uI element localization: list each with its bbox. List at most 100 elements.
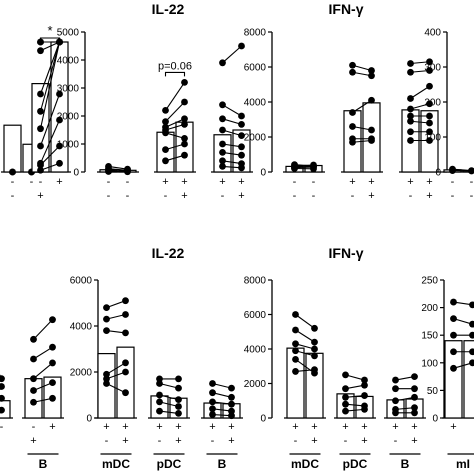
- data-point: [292, 347, 299, 355]
- data-point: [209, 380, 216, 387]
- sign-label: +: [342, 421, 348, 433]
- data-point: [105, 168, 112, 175]
- y-tick-label: 8000: [244, 28, 267, 39]
- data-point: [368, 67, 375, 74]
- sign-label: +: [311, 421, 317, 433]
- y-tick-label: 1000: [57, 140, 80, 151]
- y-tick-label: 150: [421, 331, 438, 342]
- y-tick-label: 5000: [57, 28, 80, 39]
- data-point: [209, 389, 216, 397]
- data-point: [407, 128, 414, 136]
- bar-right: [232, 129, 251, 173]
- group-label: mI: [456, 457, 470, 471]
- data-point: [469, 359, 474, 367]
- sign-label: +: [37, 190, 43, 202]
- data-point: [209, 405, 216, 413]
- data-point: [392, 385, 399, 393]
- sign-label: +: [368, 176, 374, 188]
- data-point: [349, 123, 356, 130]
- pair-line: [33, 346, 53, 360]
- data-point: [9, 168, 16, 176]
- data-point: [349, 68, 356, 76]
- y-tick-label: 100: [421, 358, 438, 369]
- y-tick-label: 4000: [244, 345, 267, 356]
- sign-label: +: [122, 435, 128, 447]
- data-point: [0, 394, 5, 402]
- pair-line: [410, 85, 430, 99]
- data-point: [228, 400, 235, 408]
- data-point: [407, 95, 414, 102]
- data-point: [228, 412, 235, 420]
- y-tick-label: 250: [421, 276, 438, 287]
- data-point: [156, 407, 163, 415]
- data-point: [349, 138, 356, 146]
- pair-line: [106, 383, 126, 394]
- data-point: [175, 403, 182, 410]
- sign-label: +: [238, 190, 244, 202]
- data-point: [342, 385, 349, 393]
- data-point: [209, 398, 216, 406]
- data-point: [407, 60, 414, 67]
- bar-right: [116, 346, 135, 419]
- group-label: B: [401, 457, 410, 471]
- data-point: [292, 326, 299, 334]
- data-point: [37, 142, 44, 150]
- data-point: [219, 157, 226, 165]
- sign-label: +: [156, 421, 162, 433]
- sign-label: +: [103, 421, 109, 433]
- sign-label: -: [451, 190, 455, 202]
- data-point: [181, 135, 188, 142]
- data-point: [407, 117, 414, 125]
- pair-line: [352, 99, 372, 113]
- y-tick-label: 200: [424, 98, 441, 109]
- data-point: [228, 384, 235, 392]
- data-point: [175, 396, 182, 403]
- sign-label: +: [175, 421, 181, 433]
- pair-line: [39, 41, 61, 95]
- sign-label: -: [211, 435, 215, 447]
- sign-label: +: [349, 176, 355, 188]
- sign-label: +: [181, 176, 187, 188]
- sign-label: +: [56, 176, 62, 188]
- bar-left: [3, 124, 22, 173]
- data-point: [30, 387, 37, 394]
- data-point: [407, 105, 414, 113]
- data-point: [103, 380, 110, 387]
- data-point: [361, 376, 368, 384]
- sign-label: +: [368, 190, 374, 202]
- pair-line: [39, 41, 61, 112]
- y-tick-label: 2000: [244, 133, 267, 144]
- data-point: [0, 406, 5, 414]
- data-point: [450, 331, 457, 339]
- data-point: [368, 137, 375, 144]
- data-point: [103, 304, 110, 311]
- sign-label: +: [228, 435, 234, 447]
- y-tick-label: 4000: [70, 322, 93, 333]
- sign-label: +: [209, 421, 215, 433]
- significance-bracket: [164, 71, 186, 77]
- sign-label: +: [49, 421, 55, 433]
- y-tick-label: 200: [421, 303, 438, 314]
- data-point: [56, 116, 63, 124]
- data-point: [0, 375, 5, 383]
- y-tick-label: 2000: [57, 112, 80, 123]
- sign-label: -: [294, 435, 298, 447]
- y-tick-label: 2000: [70, 368, 93, 379]
- data-point: [162, 118, 169, 125]
- data-point: [238, 164, 245, 172]
- sign-label: -: [11, 190, 15, 202]
- pair-line: [0, 374, 2, 379]
- y-tick-label: 4000: [244, 98, 267, 109]
- pair-line: [165, 82, 185, 111]
- data-point: [37, 166, 44, 174]
- sign-label: -: [293, 190, 297, 202]
- sign-label: -: [451, 176, 455, 188]
- y-tick-label: 300: [424, 63, 441, 74]
- y-tick-label: 0: [260, 168, 266, 179]
- bar-right: [305, 352, 324, 419]
- sign-label: +: [30, 435, 36, 447]
- data-point: [361, 392, 368, 399]
- pair-line: [165, 101, 185, 122]
- pair-line: [39, 93, 61, 147]
- data-point: [310, 165, 317, 173]
